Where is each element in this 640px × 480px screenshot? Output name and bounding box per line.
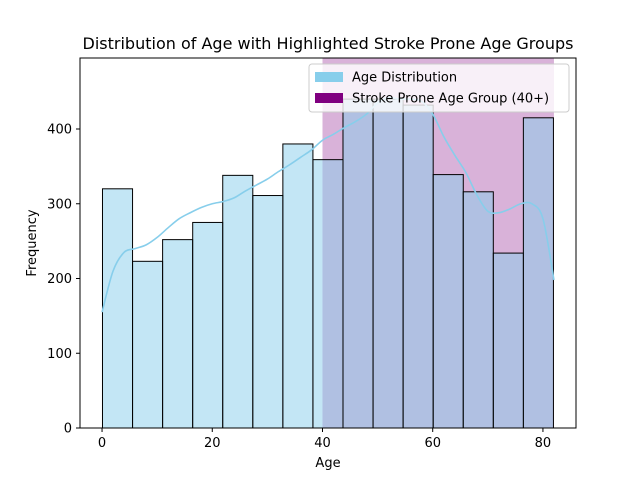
- histogram-bar-15: [522, 117, 554, 429]
- chart-title: Distribution of Age with Highlighted Str…: [83, 34, 574, 53]
- histogram-bar-13: [462, 191, 494, 429]
- bars-layer: [101, 98, 554, 429]
- legend-swatch: [315, 93, 343, 103]
- histogram-bar-1: [101, 188, 134, 429]
- y-tick-label: 100: [47, 347, 72, 362]
- histogram-bar-3: [162, 239, 194, 429]
- y-tick-label: 0: [64, 422, 72, 437]
- histogram-bar-5: [222, 174, 254, 429]
- y-axis-label: Frequency: [25, 209, 40, 276]
- histogram-bar-2: [132, 260, 164, 429]
- kde-curve: [101, 96, 555, 313]
- histogram-bar-9: [342, 98, 374, 429]
- histogram-bar-7: [282, 143, 314, 429]
- x-tick-label: 60: [424, 436, 441, 451]
- y-tick-label: 300: [47, 197, 72, 212]
- histogram-bar-6: [252, 195, 284, 429]
- x-tick-label: 0: [98, 436, 106, 451]
- histogram-bar-14: [492, 252, 524, 429]
- x-tick-label: 80: [535, 436, 552, 451]
- legend-swatch: [315, 72, 343, 82]
- y-tick-label: 400: [47, 123, 72, 138]
- kde-layer: [101, 96, 555, 313]
- plot-frame: [79, 57, 577, 429]
- histogram-bar-10: [372, 98, 404, 429]
- x-axis-label: Age: [315, 456, 340, 471]
- x-tick-label: 20: [204, 436, 221, 451]
- histogram-bar-8: [312, 159, 344, 429]
- histogram-bar-12: [432, 174, 464, 429]
- x-axis-ticks: 0 20 40 60 80: [98, 428, 551, 451]
- histogram-bar-11: [402, 104, 434, 429]
- legend-label: Age Distribution: [352, 71, 457, 86]
- legend-label: Stroke Prone Age Group (40+): [352, 92, 549, 107]
- y-tick-label: 200: [47, 272, 72, 287]
- legend-box: [308, 63, 570, 113]
- histogram-bar-4: [192, 221, 224, 429]
- legend: Age Distribution Stroke Prone Age Group (…: [308, 63, 570, 113]
- y-axis-ticks: 0 100 200 300 400: [47, 123, 80, 437]
- x-tick-label: 40: [314, 436, 331, 451]
